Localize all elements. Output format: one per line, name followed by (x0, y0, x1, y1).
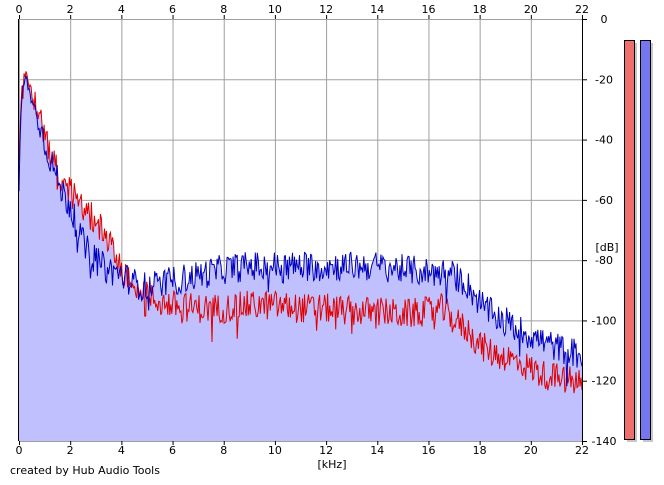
footer-credit: created by Hub Audio Tools (10, 464, 160, 477)
x-tick-label-top: 12 (319, 3, 333, 16)
x-tick-label-bottom: 16 (421, 444, 435, 457)
y-axis-label: [dB] (595, 241, 618, 254)
x-tick-label-top: 8 (220, 3, 227, 16)
y-tick-label: -60 (595, 194, 613, 207)
x-tick-label-bottom: 14 (370, 444, 384, 457)
x-tick-label-top: 16 (421, 3, 435, 16)
level-meters (624, 40, 653, 442)
y-tick-label: -20 (595, 73, 613, 86)
x-tick-label-top: 10 (268, 3, 282, 16)
spectrum-area (19, 71, 582, 442)
x-tick-label-top: 6 (169, 3, 176, 16)
x-tick-label-bottom: 20 (524, 444, 538, 457)
y-tick-label: -120 (592, 375, 617, 388)
x-tick-label-top: 4 (118, 3, 125, 16)
x-tick-label-bottom: 10 (268, 444, 282, 457)
spectrum-fill (19, 71, 582, 442)
level-meter-2 (640, 40, 651, 440)
x-tick-label-top: 0 (16, 3, 23, 16)
x-tick-label-bottom: 4 (118, 444, 125, 457)
tick-labels: 002244668810101212141416161818202022220-… (16, 3, 617, 457)
x-tick-label-bottom: 6 (169, 444, 176, 457)
y-tick-label: -40 (595, 134, 613, 147)
x-tick-label-top: 14 (370, 3, 384, 16)
x-tick-label-bottom: 2 (67, 444, 74, 457)
x-tick-label-bottom: 8 (220, 444, 227, 457)
x-tick-label-bottom: 0 (16, 444, 23, 457)
y-tick-label: -80 (595, 254, 613, 267)
y-tick-label: -100 (592, 314, 617, 327)
series-line-2 (18, 75, 583, 387)
x-axis-label: [kHz] (318, 458, 347, 471)
x-tick-label-top: 18 (473, 3, 487, 16)
level-meter-1 (624, 40, 635, 440)
axes (18, 15, 587, 445)
series-line-1 (18, 71, 583, 394)
x-tick-label-top: 2 (67, 3, 74, 16)
x-tick-label-bottom: 22 (575, 444, 589, 457)
x-tick-label-top: 22 (575, 3, 589, 16)
series-lines (18, 71, 583, 394)
y-tick-label: 0 (601, 13, 608, 26)
y-tick-label: -140 (592, 435, 617, 448)
x-tick-label-bottom: 12 (319, 444, 333, 457)
x-tick-label-bottom: 18 (473, 444, 487, 457)
x-tick-label-top: 20 (524, 3, 538, 16)
